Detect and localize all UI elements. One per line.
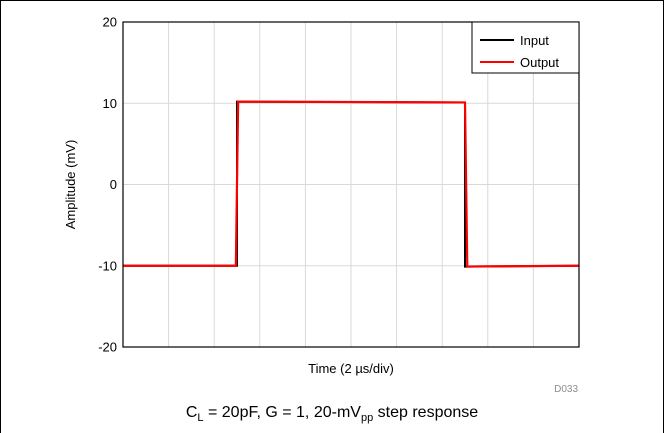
frame-left-border — [0, 0, 1, 433]
series-line-output — [123, 100, 580, 268]
y-tick-label: -20 — [98, 340, 117, 355]
y-tick-label: -10 — [98, 258, 117, 273]
caption-pp-sub: pp — [360, 412, 374, 424]
caption-middle: = 20pF, G = 1, 20-mV — [203, 404, 361, 421]
y-tick-label: 0 — [110, 177, 117, 192]
x-axis-label: Time (2 µs/div) — [308, 361, 394, 376]
caption-c-sub: L — [197, 412, 204, 424]
y-axis-label: Amplitude (mV) — [63, 140, 78, 230]
y-tick-label: 10 — [103, 96, 117, 111]
figure-id: D033 — [554, 384, 578, 395]
legend-label-input: Input — [520, 33, 549, 48]
figure-caption: CL = 20pF, G = 1, 20-mVpp step response — [0, 404, 664, 424]
traces — [123, 100, 580, 268]
frame-top-border — [0, 0, 664, 1]
plot-area-border — [122, 21, 580, 348]
caption-tail: step response — [373, 404, 479, 421]
y-tick-label: 20 — [103, 15, 117, 30]
legend-box — [471, 21, 580, 74]
y-axis-ticks: -20 -10 0 10 20 — [98, 15, 117, 355]
legend: Input Output — [471, 21, 580, 74]
legend-label-output: Output — [520, 55, 559, 70]
caption-c: C — [185, 404, 198, 421]
